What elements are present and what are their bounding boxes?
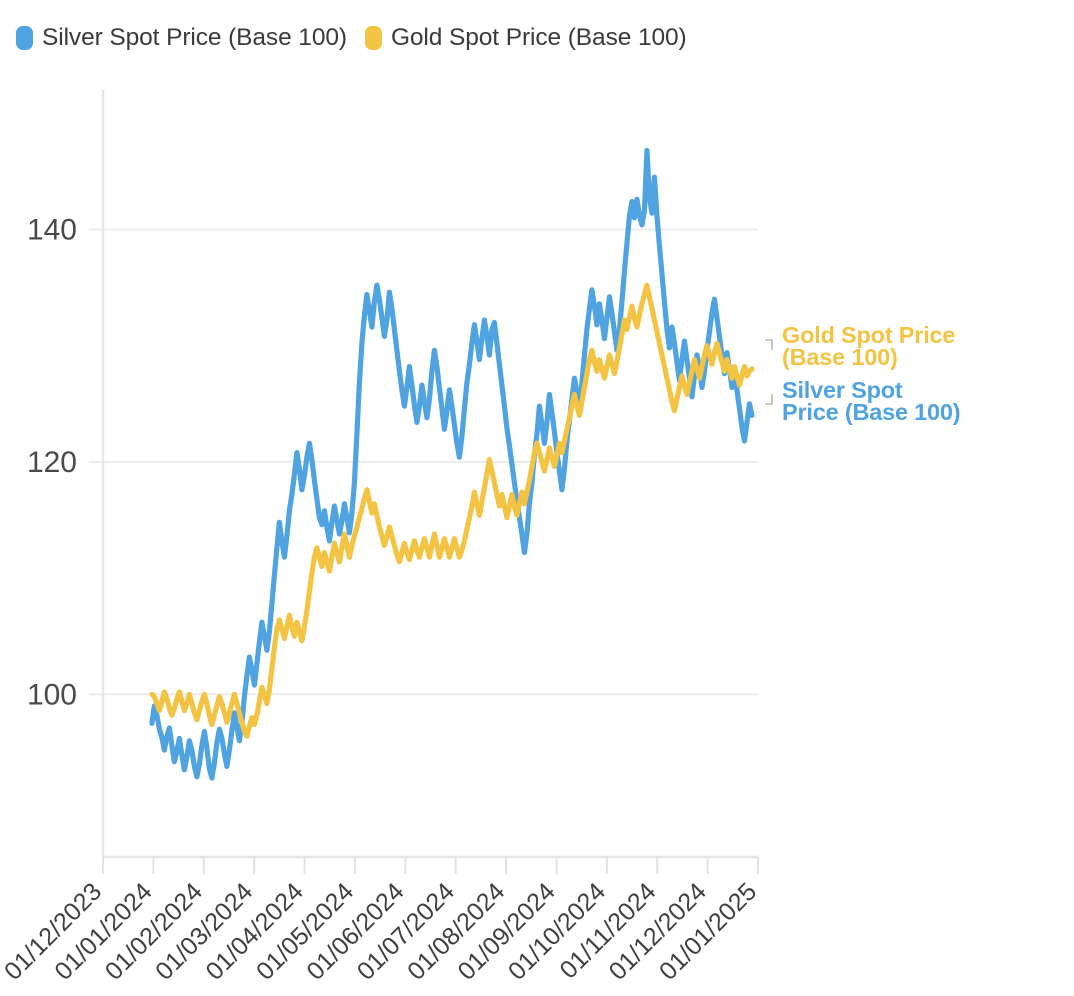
series-line-gold	[149, 282, 755, 739]
series-end-label-silver: Silver Spot Price (Base 100)	[782, 377, 960, 425]
data-series-lines	[149, 147, 755, 781]
legend-item-silver[interactable]: Silver Spot Price (Base 100)	[16, 24, 347, 52]
gridlines	[89, 228, 758, 696]
y-tick-label: 140	[27, 213, 77, 246]
chart-legend: Silver Spot Price (Base 100) Gold Spot P…	[16, 20, 687, 56]
legend-label-gold: Gold Spot Price (Base 100)	[390, 24, 687, 51]
series-line-silver	[149, 147, 755, 781]
legend-item-gold[interactable]: Gold Spot Price (Base 100)	[364, 24, 687, 52]
legend-swatch-icon-gold	[364, 26, 382, 50]
axis-lines	[101, 90, 758, 859]
legend-swatch-icon-silver	[16, 26, 33, 50]
series-label-leader	[765, 394, 773, 405]
series-label-leader	[765, 339, 773, 350]
y-tick-label: 100	[27, 678, 77, 711]
y-tick-label: 120	[27, 446, 77, 479]
x-axis-ticks	[102, 857, 759, 874]
x-axis-tick-labels: 01/12/202301/01/202401/02/202401/03/2024…	[0, 877, 762, 985]
series-end-label-gold: Gold Spot Price (Base 100)	[782, 322, 955, 370]
series-end-labels: Gold Spot Price (Base 100) Silver Spot Pric…	[765, 322, 961, 425]
legend-label-silver: Silver Spot Price (Base 100)	[42, 24, 347, 51]
y-axis-tick-labels: 100 120 140	[27, 213, 77, 711]
